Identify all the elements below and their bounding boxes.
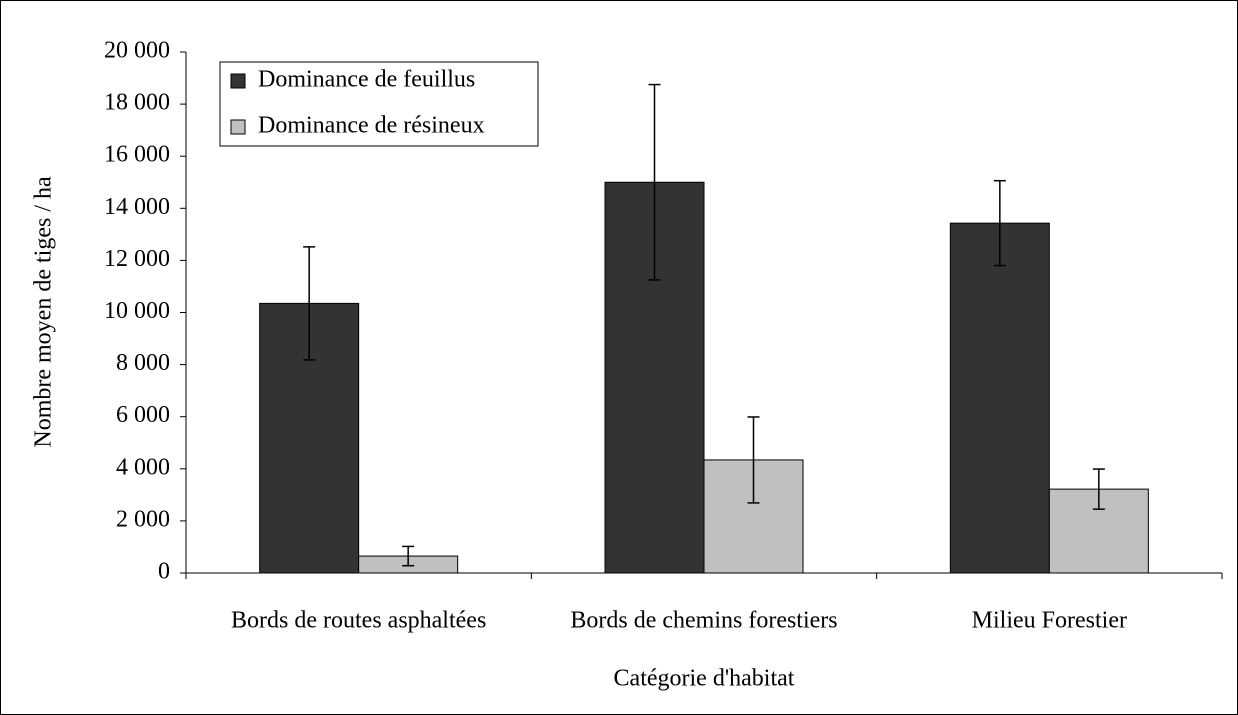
y-tick-label: 10 000 [104,298,170,324]
error-bar [402,545,415,567]
y-tick-label: 0 [158,559,170,585]
error-bar [993,179,1006,267]
error-bar [747,416,760,504]
legend-label: Dominance de feuillus [258,67,475,93]
y-tick-label: 20 000 [104,38,170,64]
legend-swatch [230,73,246,89]
y-tick-label: 14 000 [104,194,170,220]
x-axis-label: Catégorie d'habitat [614,666,795,692]
legend-label: Dominance de résineux [258,113,485,139]
y-tick-label: 8 000 [116,350,170,376]
x-tick-label: Bords de chemins forestiers [570,608,837,634]
y-tick-label: 6 000 [116,402,170,428]
bar [949,222,1050,574]
x-tick-label: Milieu Forestier [972,608,1127,634]
error-bar [1092,468,1105,510]
x-tick-label: Bords de routes asphaltées [231,608,486,634]
y-tick-label: 18 000 [104,90,170,116]
y-tick-label: 16 000 [104,142,170,168]
y-axis-label: Nombre moyen de tiges / ha [31,176,57,448]
error-bar [648,83,661,281]
legend-swatch [230,119,246,135]
y-tick-label: 2 000 [116,506,170,532]
error-bar [303,246,316,361]
legend-box [219,61,539,147]
y-tick-label: 12 000 [104,246,170,272]
y-tick-label: 4 000 [116,454,170,480]
bar [604,181,705,574]
